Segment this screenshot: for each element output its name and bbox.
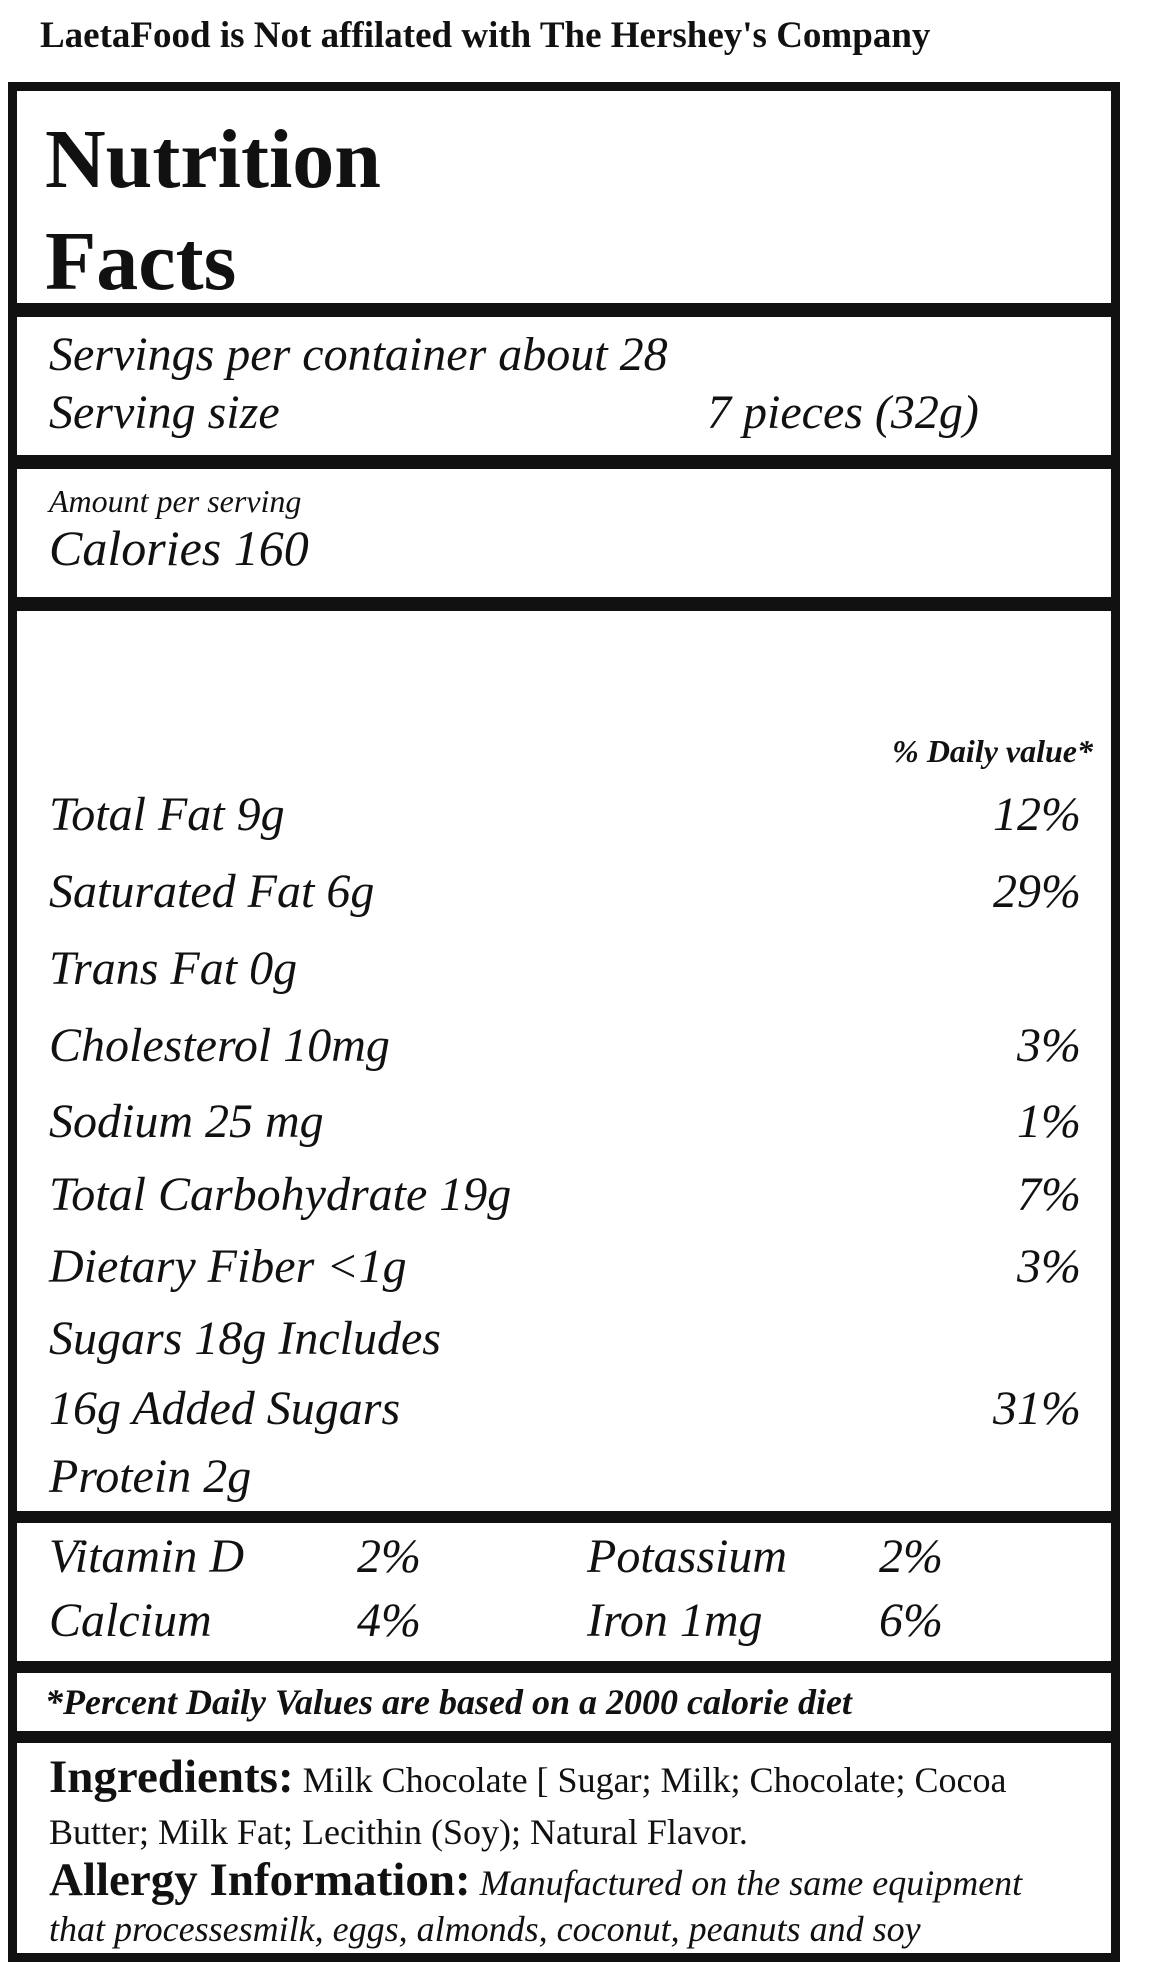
nutrient-row: Total Fat 9g 12% [49,787,1081,851]
potassium-value: 2% [879,1530,943,1583]
nutrient-row: Trans Fat 0g [49,941,1081,1005]
nutrient-label: Cholesterol 10mg [49,1019,390,1072]
amount-per-serving: Amount per serving [49,483,302,519]
nutrient-label: Total Carbohydrate 19g [49,1168,512,1221]
divider-thick [17,455,1111,469]
ingredients-text: Milk Chocolate [ Sugar; Milk; Chocolate;… [49,1760,1007,1852]
ingredients-section: Ingredients: Milk Chocolate [ Sugar; Mil… [17,1743,1111,1953]
iron-label: Iron 1mg [587,1594,763,1647]
divider-thick [17,1661,1111,1673]
potassium-label: Potassium [587,1530,788,1583]
divider-thick [17,1731,1111,1743]
nutrient-dv: 3% [1017,1019,1081,1072]
nutrient-label: Protein 2g [49,1450,252,1503]
daily-value-header: % Daily value* [892,733,1093,769]
vitamin-d-label: Vitamin D [49,1530,245,1583]
vitamin-d-value: 2% [357,1530,421,1583]
calcium-label: Calcium [49,1594,212,1647]
nutrient-row: Total Carbohydrate 19g 7% [49,1167,1081,1231]
footnote: *Percent Daily Values are based on a 200… [45,1682,852,1722]
footnote-section: *Percent Daily Values are based on a 200… [17,1673,1111,1731]
label-title: Nutrition Facts [45,109,381,313]
serving-size-label: Serving size [49,386,280,439]
nutrient-label: Sodium 25 mg [49,1095,324,1148]
nutrient-dv: 29% [993,865,1081,918]
nutrient-label: Total Fat 9g [49,788,285,841]
nutrients-section: % Daily value* Total Fat 9g 12% Saturated… [17,611,1111,1511]
calories-section: Amount per serving Calories 160 [17,469,1111,597]
iron-value: 6% [879,1594,943,1647]
title-section: Nutrition Facts [17,91,1111,308]
divider-thick [17,597,1111,611]
calcium-value: 4% [357,1594,421,1647]
divider-thick [17,1511,1111,1523]
nutrient-row: Protein 2g [49,1449,1081,1513]
nutrient-dv: 3% [1017,1240,1081,1293]
allergy-block: Allergy Information: Manufactured on the… [49,1857,1081,1952]
calories: Calories 160 [49,520,309,576]
nutrient-row: 16g Added Sugars 31% [49,1381,1081,1445]
serving-size-value: 7 pieces (32g) [707,386,979,439]
nutrient-row: Dietary Fiber <1g 3% [49,1239,1081,1303]
servings-section: Servings per container about 28 Serving … [17,317,1111,455]
title-line-1: Nutrition [45,113,381,206]
ingredients-block: Ingredients: Milk Chocolate [ Sugar; Mil… [49,1751,1081,1858]
nutrient-row: Sugars 18g Includes [49,1311,1081,1375]
nutrient-dv: 7% [1017,1168,1081,1221]
vitamins-section: Vitamin D 2% Potassium 2% Calcium 4% Iro… [17,1523,1111,1661]
nutrient-label: 16g Added Sugars [49,1382,401,1435]
nutrient-dv: 1% [1017,1095,1081,1148]
ingredients-heading: Ingredients: [49,1751,294,1803]
nutrient-row: Cholesterol 10mg 3% [49,1018,1081,1082]
nutrient-dv: 12% [993,788,1081,841]
nutrient-label: Sugars 18g Includes [49,1312,441,1365]
title-line-2: Facts [45,215,237,308]
nutrient-row: Sodium 25 mg 1% [49,1094,1081,1158]
allergy-text: Manufactured on the same equipment that … [49,1863,1023,1949]
nutrient-label: Trans Fat 0g [49,942,298,995]
divider-thick [17,303,1111,317]
nutrient-row: Saturated Fat 6g 29% [49,864,1081,928]
allergy-heading: Allergy Information: [49,1854,471,1906]
nutrient-label: Saturated Fat 6g [49,865,375,918]
nutrient-label: Dietary Fiber <1g [49,1240,407,1293]
nutrition-facts-label: Nutrition Facts Servings per container a… [8,82,1120,1962]
disclaimer-text: LaetaFood is Not affilated with The Hers… [40,15,931,56]
servings-per-container: Servings per container about 28 [49,328,668,381]
nutrient-dv: 31% [993,1382,1081,1435]
